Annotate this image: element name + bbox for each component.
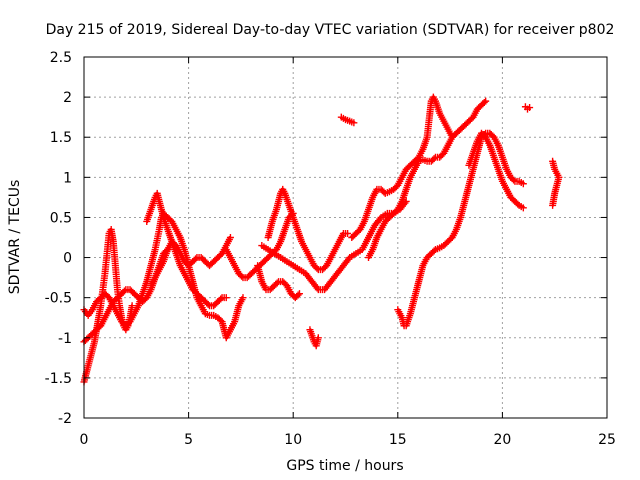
data-point	[226, 234, 234, 241]
plot-frame	[83, 56, 608, 419]
data-point	[519, 180, 527, 188]
data-point	[313, 264, 321, 272]
x-axis-label: GPS time / hours	[286, 458, 403, 474]
y-tick-label: 0.5	[50, 210, 72, 226]
data-point	[482, 97, 490, 105]
y-axis-label: SDTVAR / TECUs	[7, 180, 23, 295]
y-tick-label: -1	[58, 331, 72, 347]
x-tick-label: 15	[389, 432, 407, 448]
data-point	[204, 300, 212, 308]
data-point	[192, 255, 200, 263]
chart-title: Day 215 of 2019, Sidereal Day-to-day VTE…	[46, 22, 615, 38]
data-points	[80, 93, 563, 386]
y-tick-label: -0.5	[45, 291, 72, 307]
y-tick-label: 2	[63, 90, 72, 106]
data-point	[314, 334, 322, 342]
y-tick-label: 1.5	[50, 130, 72, 146]
data-point	[549, 201, 557, 209]
y-tick-label: 2.5	[50, 50, 72, 66]
y-tick-label: 1	[63, 170, 72, 186]
y-tick-labels: -2 -1.5 -1 -0.5 0 0.5 1 1.5 2 2.5	[45, 50, 72, 427]
x-tick-label: 25	[598, 432, 616, 448]
data-point	[430, 155, 438, 163]
y-tick-label: -2	[58, 411, 72, 427]
data-point	[295, 290, 303, 298]
data-point	[344, 229, 352, 237]
x-tick-label: 5	[184, 432, 193, 448]
axis-ticks	[83, 56, 608, 419]
x-tick-label: 0	[80, 432, 89, 448]
data-point	[350, 119, 358, 127]
data-point	[313, 284, 321, 292]
data-point	[120, 287, 128, 295]
data-point	[480, 98, 488, 106]
x-tick-label: 10	[284, 432, 302, 448]
x-tick-labels: 0 5 10 15 20 25	[80, 432, 616, 448]
data-point	[526, 104, 534, 112]
data-point	[294, 291, 302, 299]
y-tick-label: 0	[63, 251, 72, 267]
grid-lines	[84, 57, 607, 418]
y-tick-label: -1.5	[45, 371, 72, 387]
data-point	[128, 302, 136, 310]
data-point	[222, 294, 230, 302]
data-point	[239, 294, 247, 302]
data-point	[238, 272, 246, 280]
data-point	[519, 204, 527, 212]
data-point	[510, 176, 518, 184]
data-point	[217, 295, 225, 303]
data-point	[273, 279, 281, 287]
x-tick-label: 20	[493, 432, 511, 448]
